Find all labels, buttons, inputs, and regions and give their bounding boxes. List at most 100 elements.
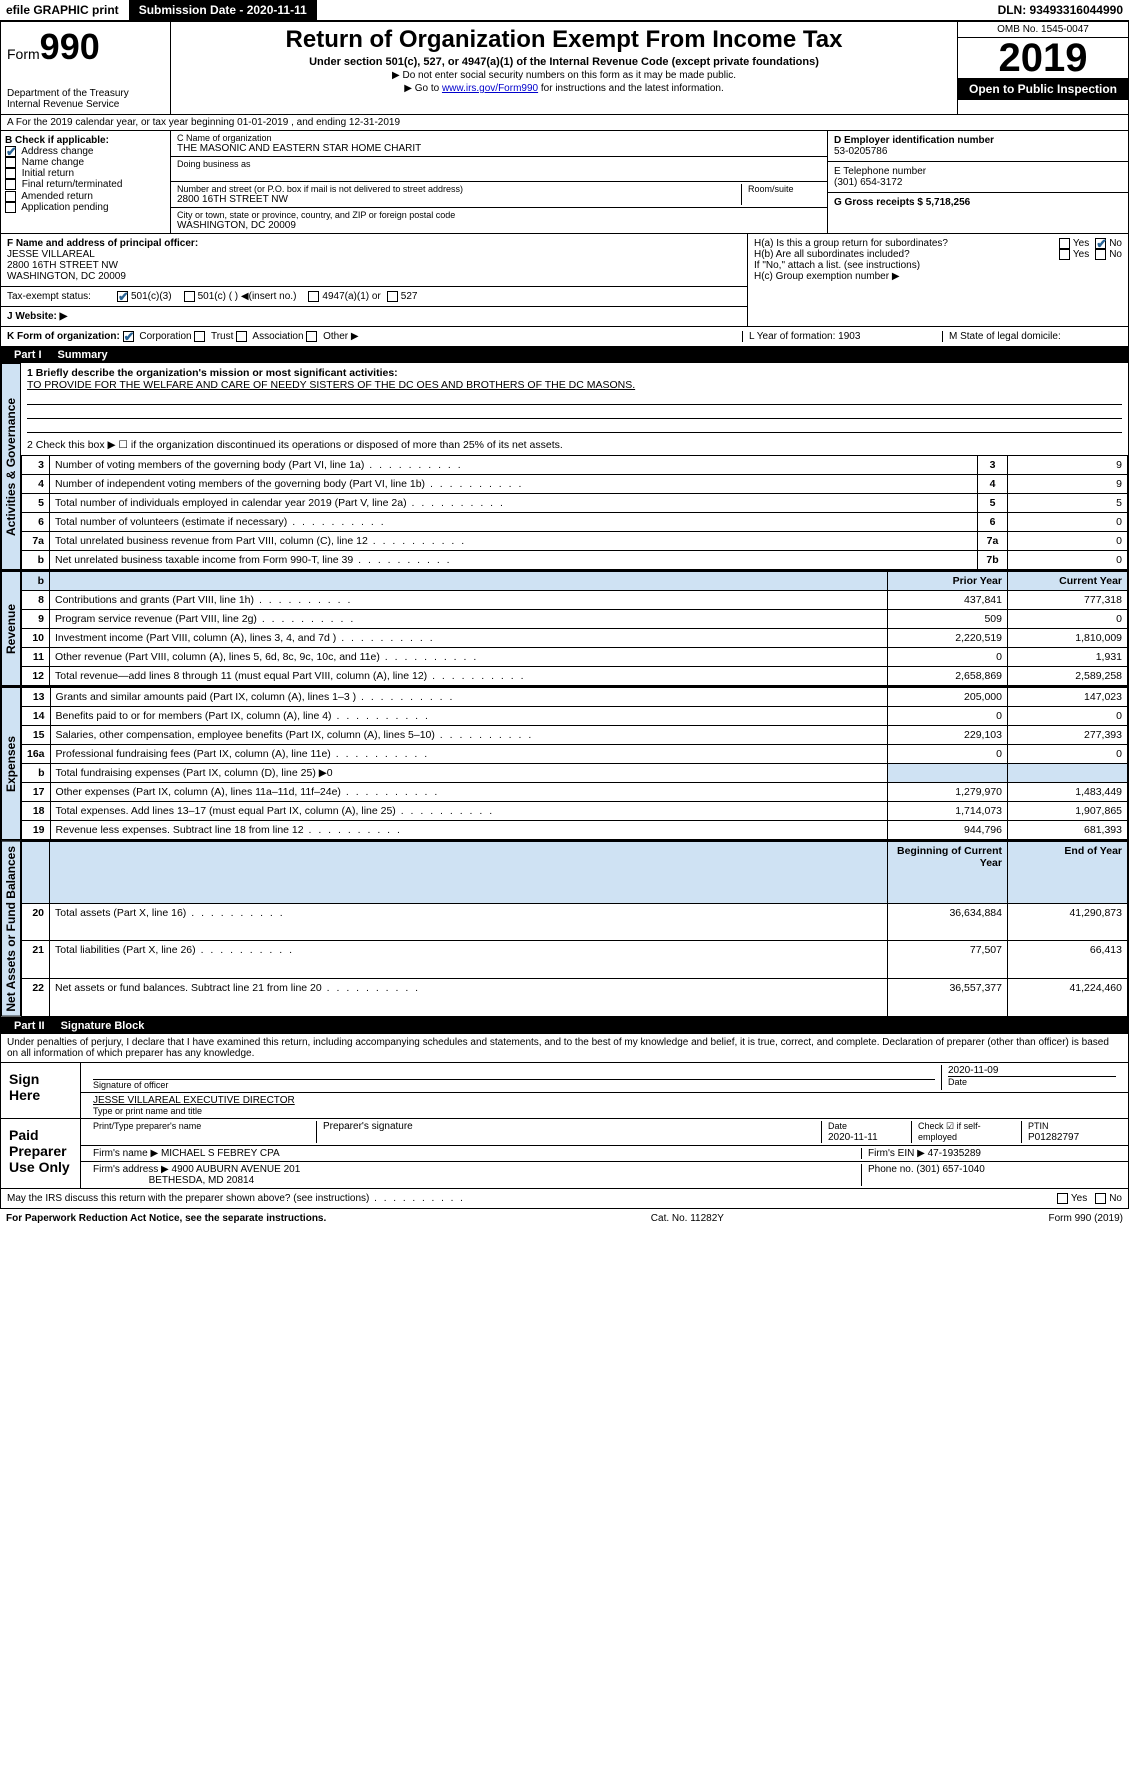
top-bar: efile GRAPHIC print Submission Date - 20… (0, 0, 1129, 21)
boxb-check-4[interactable] (5, 191, 16, 202)
c-name-label: C Name of organization (177, 133, 821, 143)
check-501c3[interactable] (117, 291, 128, 302)
k-check-2[interactable] (236, 331, 247, 342)
f-label: F Name and address of principal officer: (7, 238, 741, 249)
hc-label: H(c) Group exemption number ▶ (754, 271, 1122, 282)
k-check-1[interactable] (194, 331, 205, 342)
l-year: L Year of formation: 1903 (742, 331, 942, 342)
perjury-text: Under penalties of perjury, I declare th… (0, 1034, 1129, 1063)
table-row: 14Benefits paid to or for members (Part … (22, 707, 1128, 726)
hb-label: H(b) Are all subordinates included? (754, 249, 1059, 260)
check-501c[interactable] (184, 291, 195, 302)
vlabel-gov: Activities & Governance (1, 363, 21, 570)
table-row: 12Total revenue—add lines 8 through 11 (… (22, 667, 1128, 686)
net-table: Beginning of Current YearEnd of Year20To… (21, 841, 1128, 1017)
no-3: No (1109, 1193, 1122, 1204)
form-990: 990 (40, 26, 100, 67)
governance-table: 3Number of voting members of the governi… (21, 455, 1128, 570)
table-row: 19Revenue less expenses. Subtract line 1… (22, 821, 1128, 840)
addr-label: Number and street (or P.O. box if mail i… (177, 184, 741, 194)
table-row: bNet unrelated business taxable income f… (22, 551, 1128, 570)
footer-left: For Paperwork Reduction Act Notice, see … (6, 1213, 326, 1224)
table-row: 18Total expenses. Add lines 13–17 (must … (22, 802, 1128, 821)
boxb-check-5[interactable] (5, 202, 16, 213)
sig-label: Signature of officer (93, 1079, 935, 1090)
ptin-hdr: PTIN (1028, 1121, 1049, 1131)
box-b: B Check if applicable: Address change Na… (1, 131, 171, 233)
check-527[interactable] (387, 291, 398, 302)
paid-label: Paid Preparer Use Only (1, 1119, 81, 1188)
discuss-row: May the IRS discuss this return with the… (0, 1189, 1129, 1209)
date-label: Date (948, 1076, 1116, 1087)
ha-yes[interactable] (1059, 238, 1070, 249)
hb-no[interactable] (1095, 249, 1106, 260)
boxb-check-1[interactable] (5, 157, 16, 168)
table-row: 15Salaries, other compensation, employee… (22, 726, 1128, 745)
bcd-row: B Check if applicable: Address change Na… (0, 131, 1129, 234)
ein-value: 53-0205786 (834, 146, 1122, 157)
form-note-2: ▶ Go to www.irs.gov/Form990 for instruct… (177, 83, 951, 94)
k-label: K Form of organization: (7, 331, 120, 342)
room-label: Room/suite (748, 184, 821, 194)
m-state: M State of legal domicile: (942, 331, 1122, 342)
line2: 2 Check this box ▶ ☐ if the organization… (27, 439, 1122, 451)
mission-text: TO PROVIDE FOR THE WELFARE AND CARE OF N… (27, 379, 1122, 391)
note2-post: for instructions and the latest informat… (538, 83, 724, 94)
no-1: No (1109, 238, 1122, 249)
firm-label: Firm's name ▶ (93, 1148, 158, 1159)
hb-yes[interactable] (1059, 249, 1070, 260)
part2-title: Signature Block (61, 1020, 145, 1032)
ha-no[interactable] (1095, 238, 1106, 249)
discuss-no[interactable] (1095, 1193, 1106, 1204)
paid-preparer-row: Paid Preparer Use Only Print/Type prepar… (0, 1119, 1129, 1189)
klm-row: K Form of organization: Corporation Trus… (0, 327, 1129, 347)
boxb-item: Application pending (5, 202, 166, 213)
sig-date: 2020-11-09 (948, 1065, 1116, 1076)
revenue-table: bPrior YearCurrent Year8Contributions an… (21, 571, 1128, 686)
boxb-check-3[interactable] (5, 179, 16, 190)
irs-link[interactable]: www.irs.gov/Form990 (442, 83, 538, 94)
ein-label: D Employer identification number (834, 135, 1122, 146)
opt-527: 527 (401, 291, 418, 302)
name-label: Type or print name and title (93, 1106, 1116, 1116)
submission-date-button[interactable]: Submission Date - 2020-11-11 (129, 0, 317, 20)
table-row: 16aProfessional fundraising fees (Part I… (22, 745, 1128, 764)
prep-sig-hdr: Preparer's signature (317, 1121, 822, 1143)
note2-pre: ▶ Go to (404, 83, 442, 94)
org-name: THE MASONIC AND EASTERN STAR HOME CHARIT (177, 143, 821, 154)
sign-here-label: Sign Here (1, 1063, 81, 1118)
check-4947[interactable] (308, 291, 319, 302)
net-block: Net Assets or Fund Balances Beginning of… (0, 841, 1129, 1018)
city-label: City or town, state or province, country… (177, 210, 821, 220)
form-prefix: Form (7, 46, 40, 62)
firm-addr-label: Firm's address ▶ (93, 1164, 169, 1175)
table-row: 11Other revenue (Part VIII, column (A), … (22, 648, 1128, 667)
org-city: WASHINGTON, DC 20009 (177, 220, 821, 231)
ptin: P01282797 (1028, 1132, 1079, 1143)
k-check-3[interactable] (306, 331, 317, 342)
firm-addr1: 4900 AUBURN AVENUE 201 (172, 1164, 301, 1175)
table-row: 4Number of independent voting members of… (22, 475, 1128, 494)
discuss-yes[interactable] (1057, 1193, 1068, 1204)
table-row: 22Net assets or fund balances. Subtract … (22, 979, 1128, 1017)
table-row: 7aTotal unrelated business revenue from … (22, 532, 1128, 551)
table-row: bTotal fundraising expenses (Part IX, co… (22, 764, 1128, 783)
yes-2: Yes (1073, 249, 1089, 260)
firm-name: MICHAEL S FEBREY CPA (161, 1148, 280, 1159)
dba-label: Doing business as (177, 159, 821, 169)
part1-num: Part I (8, 349, 48, 361)
vlabel-exp: Expenses (1, 687, 21, 840)
boxb-check-0[interactable] (5, 146, 16, 157)
opt-501c: 501(c) ( ) ◀(insert no.) (198, 291, 297, 302)
sign-here-row: Sign Here Signature of officer 2020-11-0… (0, 1063, 1129, 1119)
gross-receipts: G Gross receipts $ 5,718,256 (834, 197, 1122, 208)
firm-addr2: BETHESDA, MD 20814 (149, 1175, 255, 1186)
revenue-block: Revenue bPrior YearCurrent Year8Contribu… (0, 571, 1129, 687)
boxb-item: Final return/terminated (5, 179, 166, 190)
boxb-check-2[interactable] (5, 168, 16, 179)
boxb-item: Amended return (5, 191, 166, 202)
footer-right: Form 990 (2019) (1049, 1213, 1123, 1224)
prep-date: 2020-11-11 (828, 1132, 878, 1143)
part2-header: Part II Signature Block (0, 1018, 1129, 1034)
k-check-0[interactable] (123, 331, 134, 342)
